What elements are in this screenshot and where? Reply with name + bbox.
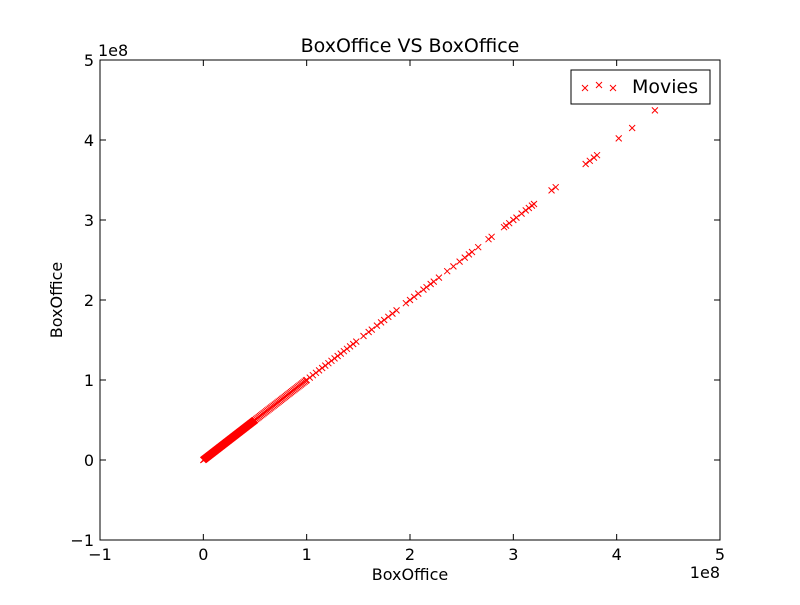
legend-marker-icon [609,84,617,92]
data-point [552,183,560,191]
data-point [373,322,381,329]
legend-marker-icon [595,81,603,89]
data-point [468,248,476,256]
data-point [380,316,388,324]
data-point [456,258,463,265]
data-point [410,293,418,301]
chart-title: BoxOffice VS BoxOffice [301,35,520,57]
data-point [406,296,414,304]
data-point [505,219,513,227]
data-point [430,278,438,285]
data-point [615,135,623,142]
data-point [628,124,636,132]
x-tick-label: 0 [198,545,208,564]
data-point [593,151,601,159]
y-tick-label: 2 [84,291,94,310]
x-axis-offset-label: 1e8 [690,563,720,582]
x-tick-label: −1 [88,545,112,564]
data-point [384,313,392,321]
data-point [474,243,482,251]
y-tick-label: 0 [84,451,94,470]
data-point [402,299,410,307]
data-point [582,160,590,168]
y-axis-label: BoxOffice [47,262,66,338]
data-point [368,326,376,333]
y-tick-label: 1 [84,371,94,390]
data-point [443,267,451,275]
y-axis-offset-label: 1e8 [98,41,128,60]
legend-marker-icon [581,84,589,92]
x-tick-label: 4 [612,545,622,564]
x-tick-label: 5 [715,545,725,564]
legend-box [570,69,711,105]
x-tick-label: 2 [405,545,415,564]
data-points-layer [199,107,659,464]
x-tick-label: 1 [302,545,312,564]
x-tick-label: 3 [508,545,518,564]
y-tick-label: 4 [84,131,94,150]
y-tick-label: −1 [70,531,94,550]
data-point [513,214,520,221]
data-point [461,254,469,261]
axis-ticks-layer: −1 0 1 2 3 4 5 −1 0 1 2 3 4 5 [70,51,725,564]
data-point [360,332,367,340]
data-point [414,290,422,297]
y-tick-label: 3 [84,211,94,230]
data-point [651,107,659,114]
data-point [352,338,360,345]
legend: Movies [570,69,711,105]
data-point [423,283,430,291]
data-point [530,200,538,208]
y-tick-label: 5 [84,51,94,70]
data-point [435,274,443,281]
data-point [548,187,555,194]
x-axis-label: BoxOffice [372,565,448,584]
data-point [393,307,400,314]
data-point [518,210,525,217]
data-point [389,310,396,317]
data-point [586,157,594,165]
data-point [450,263,457,270]
data-point [488,233,495,241]
legend-marker-group [581,81,617,92]
legend-label-movies: Movies [632,76,698,98]
